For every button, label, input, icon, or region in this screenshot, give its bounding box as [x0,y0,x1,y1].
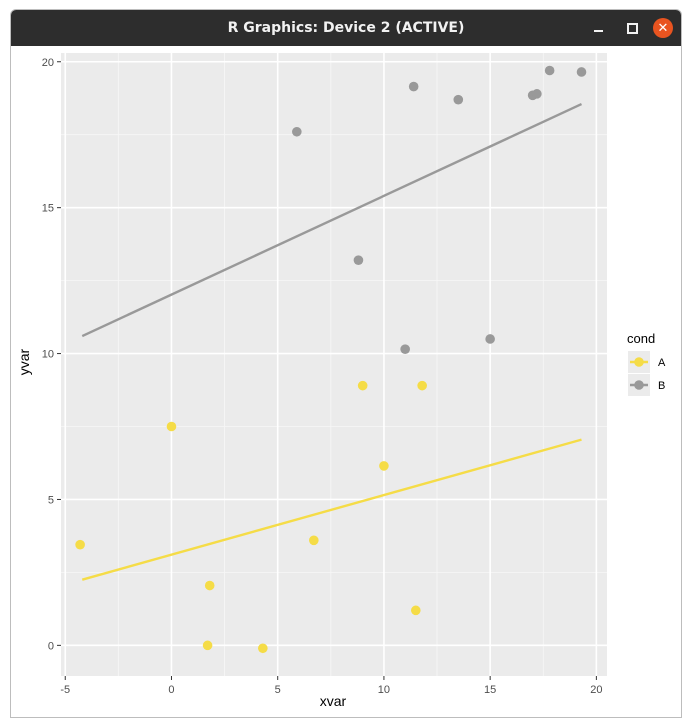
data-point-A [417,380,427,391]
data-point-A [166,421,177,432]
legend-label: B [658,380,665,392]
data-point-A [379,461,389,471]
data-point-A [357,380,368,391]
x-tick-label: 20 [590,684,602,696]
legend-label: A [658,357,666,369]
data-point-B [544,65,555,76]
y-axis-label: yvar [16,348,32,375]
x-tick-label: 0 [168,684,174,696]
window-controls: ✕ [577,10,673,46]
data-point-B [576,67,587,77]
minimize-icon[interactable] [585,15,611,41]
y-tick-label: 20 [42,57,54,69]
data-point-B [485,334,495,344]
data-point-B [400,344,410,354]
window-title: R Graphics: Device 2 (ACTIVE) [227,20,465,36]
y-tick-label: 5 [48,494,54,506]
scatter-chart: -5 0 5 10 15 20 0 5 10 15 20 xvar yvar cond AB [16,53,666,709]
data-point-B [532,89,542,99]
title-bar[interactable]: R Graphics: Device 2 (ACTIVE) ✕ [11,10,681,46]
x-tick-label: 15 [484,684,496,696]
legend-key-point [634,357,644,367]
data-point-B [408,81,419,92]
y-tick-label: 10 [42,349,54,361]
data-point-A [309,535,319,546]
fit-line-B [81,102,583,338]
x-axis-label: xvar [320,693,347,709]
legend: cond AB [627,331,666,396]
data-point-A [75,539,85,550]
data-point-B [453,94,464,105]
y-tick-label: 15 [42,203,54,215]
data-point-A [410,605,421,616]
y-tick-label: 0 [48,640,54,652]
legend-key-point [634,380,644,390]
data-point-A [258,643,268,654]
plot-panel [61,53,607,676]
maximize-icon[interactable] [619,15,645,41]
x-tick-label: -5 [60,684,70,696]
data-point-B [353,255,364,265]
data-point-B [292,126,302,137]
data-point-A [204,580,215,591]
x-tick-label: 10 [378,684,390,696]
close-icon[interactable]: ✕ [653,18,673,38]
data-point-A [202,640,213,651]
legend-title: cond [627,331,655,346]
graphics-window: R Graphics: Device 2 (ACTIVE) ✕ -5 0 5 10 15… [10,9,682,718]
x-tick-label: 5 [275,684,281,696]
fit-line-A [81,438,582,581]
